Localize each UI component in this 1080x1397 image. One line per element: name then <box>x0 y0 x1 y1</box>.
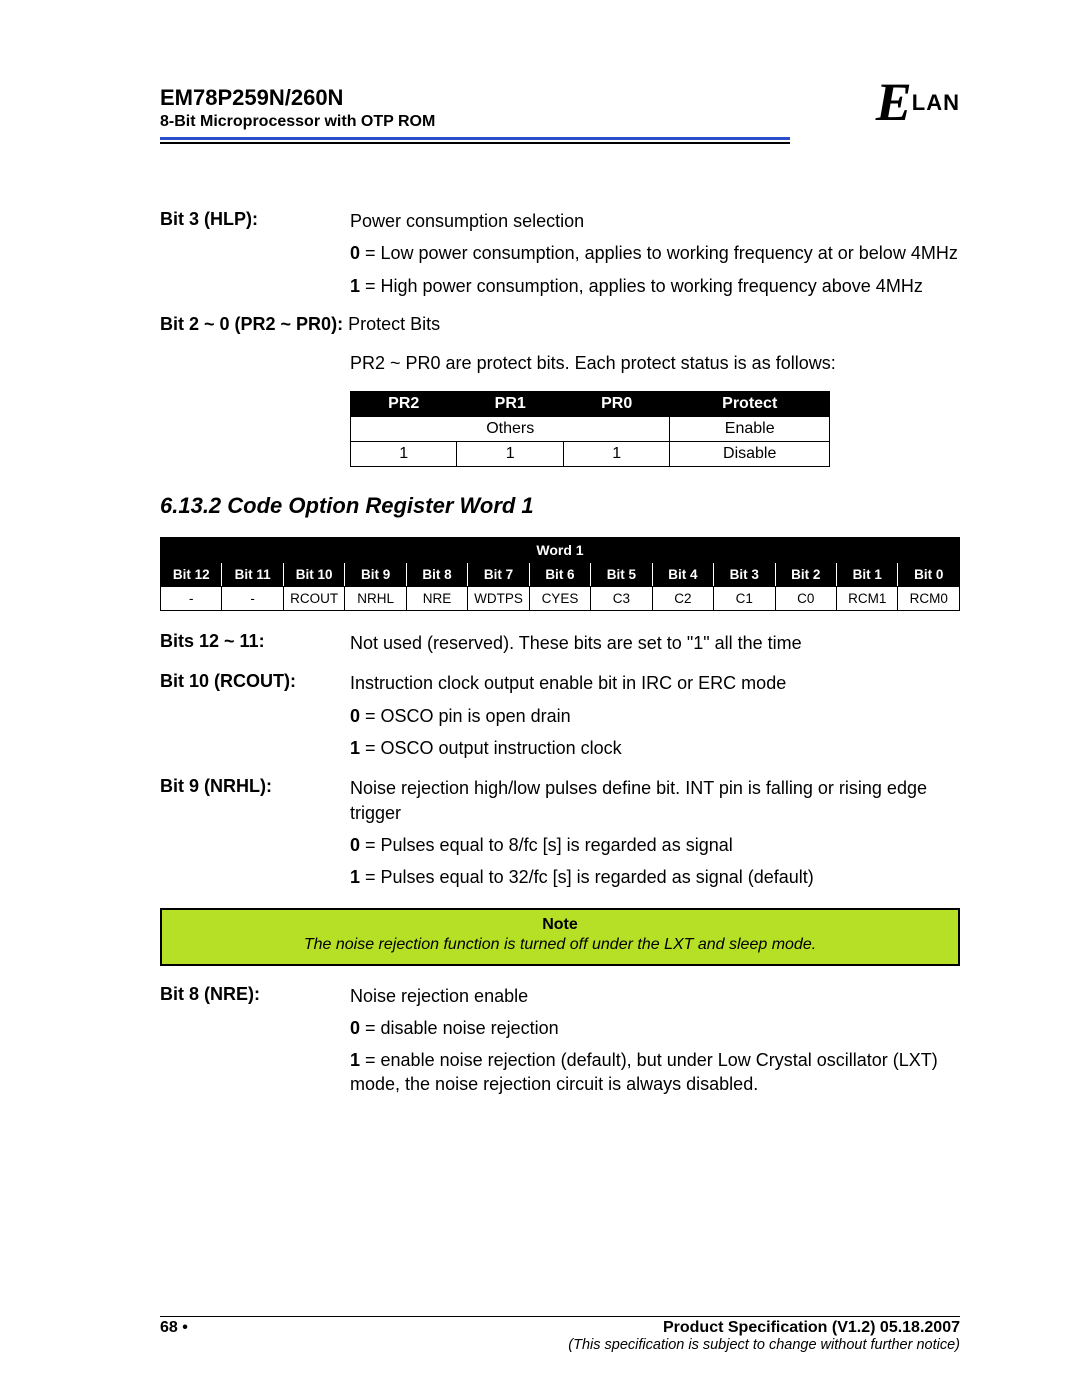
bit3-value-0: 0 = Low power consumption, applies to wo… <box>350 241 960 265</box>
protect-row0-enable: Enable <box>670 417 830 442</box>
protect-r1-c3: Disable <box>670 442 830 467</box>
protect-r1-c0: 1 <box>351 442 457 467</box>
bit3-value-1: 1 = High power consumption, applies to w… <box>350 274 960 298</box>
page-number: 68 • <box>160 1319 188 1337</box>
protect-r1-c2: 1 <box>563 442 669 467</box>
bit9-value-0: 0 = Pulses equal to 8/fc [s] is regarded… <box>350 833 960 857</box>
protect-th-pr0: PR0 <box>563 392 669 417</box>
doc-title: EM78P259N/260N <box>160 85 850 111</box>
protect-row0-others: Others <box>351 417 670 442</box>
bit10-desc: Instruction clock output enable bit in I… <box>350 671 960 695</box>
bit8-desc: Noise rejection enable <box>350 984 960 1008</box>
bit20-note: PR2 ~ PR0 are protect bits. Each protect… <box>350 351 960 375</box>
bit8-value-0: 0 = disable noise rejection <box>350 1016 960 1040</box>
bit3-desc: Power consumption selection <box>350 209 960 233</box>
bit9-desc: Noise rejection high/low pulses define b… <box>350 776 960 825</box>
word1-table: Word 1 Bit 12 Bit 11 Bit 10 Bit 9 Bit 8 … <box>160 537 960 611</box>
bits1211-label: Bits 12 ~ 11: <box>160 631 350 655</box>
protect-th-pr2: PR2 <box>351 392 457 417</box>
note-box: Note The noise rejection function is tur… <box>160 908 960 966</box>
protect-th-pr1: PR1 <box>457 392 563 417</box>
bits1211-desc: Not used (reserved). These bits are set … <box>350 631 960 655</box>
protect-r1-c1: 1 <box>457 442 563 467</box>
bit10-value-1: 1 = OSCO output instruction clock <box>350 736 960 760</box>
footer-right: Product Specification (V1.2) 05.18.2007 <box>663 1319 960 1337</box>
bit9-value-1: 1 = Pulses equal to 32/fc [s] is regarde… <box>350 865 960 889</box>
protect-th-protect: Protect <box>670 392 830 417</box>
footer-disclaimer: (This specification is subject to change… <box>160 1337 960 1353</box>
elan-logo: ELAN <box>850 81 960 151</box>
section-heading: 6.13.2 Code Option Register Word 1 <box>160 493 960 519</box>
page-header: EM78P259N/260N 8-Bit Microprocessor with… <box>160 85 960 155</box>
bit3-label: Bit 3 (HLP): <box>160 209 350 233</box>
word1-title: Word 1 <box>161 538 960 563</box>
doc-subtitle: 8-Bit Microprocessor with OTP ROM <box>160 113 850 131</box>
note-title: Note <box>176 916 944 934</box>
bit20-row: Bit 2 ~ 0 (PR2 ~ PR0): Protect Bits <box>160 314 960 335</box>
page-footer: 68 • Product Specification (V1.2) 05.18.… <box>160 1316 960 1354</box>
note-body: The noise rejection function is turned o… <box>176 936 944 954</box>
protect-bits-table: PR2 PR1 PR0 Protect Others Enable 1 1 1 … <box>350 391 830 467</box>
bit10-value-0: 0 = OSCO pin is open drain <box>350 704 960 728</box>
header-rule-blue <box>160 137 790 140</box>
bit8-label: Bit 8 (NRE): <box>160 984 350 1008</box>
header-rule-black <box>160 142 790 144</box>
bit8-value-1: 1 = enable noise rejection (default), bu… <box>350 1048 960 1097</box>
bit9-label: Bit 9 (NRHL): <box>160 776 350 825</box>
bit10-label: Bit 10 (RCOUT): <box>160 671 350 695</box>
